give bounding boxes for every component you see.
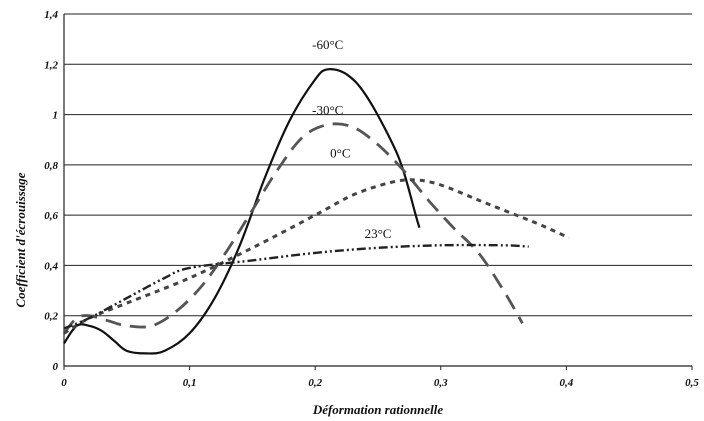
y-tick-label: 0,4: [44, 260, 58, 272]
y-tick-label: 1,4: [44, 9, 58, 21]
series-line-3: [63, 243, 529, 330]
x-axis-title: Déformation rationnelle: [312, 402, 444, 417]
y-tick-label: 1,2: [44, 59, 58, 71]
series-label: 0°C: [330, 145, 350, 160]
y-tick-label: 0,2: [44, 311, 58, 323]
series-lines: [62, 68, 570, 355]
series-labels: -60°C -30°C 0°C 23°C: [312, 37, 391, 241]
x-tick-label: 0,5: [685, 377, 699, 389]
x-tick-label: 0,3: [434, 377, 448, 389]
series-line-2: [63, 178, 570, 335]
y-tick-label: 0,8: [44, 160, 58, 172]
series-label: -60°C: [312, 37, 343, 52]
grid-lines: [64, 13, 692, 317]
y-tick-labels: 0 0,2 0,4 0,6 0,8 1 1,2 1,4: [44, 9, 58, 373]
series-label: 23°C: [365, 226, 392, 241]
x-tick-label: 0,1: [183, 377, 197, 389]
y-tick-label: 0: [53, 361, 59, 373]
x-tick-labels: 0 0,1 0,2 0,3 0,4 0,5: [61, 377, 699, 389]
series-line-0: [63, 68, 421, 355]
axes: [63, 14, 693, 370]
y-axis-title: Coefficient d'écrouissage: [13, 172, 28, 307]
x-tick-label: 0: [61, 377, 67, 389]
y-tick-label: 0,6: [44, 210, 58, 222]
x-tick-label: 0,4: [560, 377, 574, 389]
series-label: -30°C: [312, 103, 343, 118]
y-tick-label: 1: [53, 110, 59, 122]
x-tick-label: 0,2: [308, 377, 322, 389]
series-line-1: [62, 122, 524, 335]
